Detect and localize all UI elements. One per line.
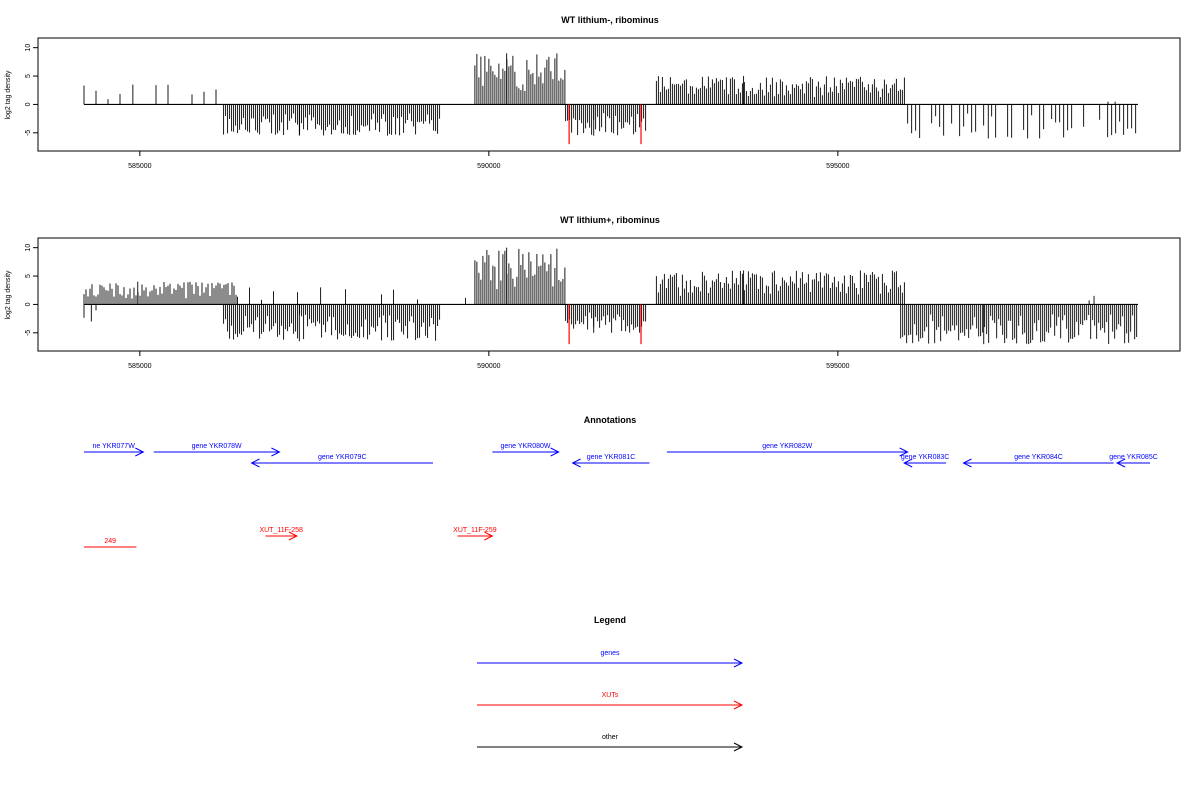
y-axis-label: log2 tag density bbox=[5, 70, 12, 120]
arrowhead-right-icon bbox=[733, 742, 744, 752]
arrowhead-right-icon bbox=[288, 531, 299, 541]
x-tick-label: 585000 bbox=[128, 363, 151, 370]
plot-frame bbox=[37, 237, 1181, 352]
legend-title: Legend bbox=[594, 615, 626, 625]
track-panel-lithium-plus: WT lithium+, ribominus log2 tag density … bbox=[5, 215, 1181, 370]
xut-feature: 249 bbox=[84, 538, 137, 548]
gene-feature: gene YKR079C bbox=[250, 454, 434, 468]
x-tick-label: 590000 bbox=[477, 163, 500, 170]
gene-feature: gene YKR081C bbox=[571, 454, 650, 468]
axes: 10 5 0 -5 585000 590000 595000 bbox=[25, 244, 850, 370]
arrowhead-right-icon bbox=[135, 447, 145, 457]
y-tick-label: -5 bbox=[25, 330, 32, 336]
legend: Legend genes XUTs other bbox=[477, 615, 744, 752]
legend-item: other bbox=[477, 734, 744, 752]
legend-label: other bbox=[602, 734, 619, 741]
gene-feature: ne YKR077W bbox=[84, 443, 145, 457]
arrowhead-left-icon bbox=[250, 458, 260, 468]
gene-label: gene YKR084C bbox=[1014, 454, 1063, 461]
xut-feature: XUT_11F-258 bbox=[259, 527, 303, 541]
plot-frame bbox=[37, 37, 1181, 152]
x-tick-label: 585000 bbox=[128, 163, 151, 170]
y-tick-label: -5 bbox=[25, 130, 32, 136]
y-tick-label: 5 bbox=[25, 74, 32, 78]
gene-feature: gene YKR080W bbox=[492, 443, 560, 457]
track-title: WT lithium+, ribominus bbox=[560, 215, 660, 225]
bar-series bbox=[83, 247, 1138, 345]
y-tick-label: 5 bbox=[25, 274, 32, 278]
track-panel-lithium-minus: WT lithium-, ribominus log2 tag density … bbox=[5, 15, 1181, 170]
y-tick-label: 10 bbox=[25, 244, 32, 252]
bar-series bbox=[83, 53, 1138, 145]
gene-feature: gene YKR085C bbox=[1109, 454, 1158, 468]
y-tick-label: 10 bbox=[25, 44, 32, 52]
arrowhead-left-icon bbox=[903, 458, 913, 468]
legend-item: XUTs bbox=[477, 692, 744, 710]
gene-label: gene YKR080W bbox=[500, 443, 550, 450]
gene-label: gene YKR083C bbox=[901, 454, 950, 461]
legend-label: XUTs bbox=[602, 692, 619, 699]
arrowhead-right-icon bbox=[733, 700, 744, 710]
arrowhead-right-icon bbox=[733, 658, 744, 668]
gene-feature: gene YKR083C bbox=[901, 454, 950, 468]
xut-label: XUT_11F-258 bbox=[259, 527, 303, 534]
xut-feature: XUT_11F-259 bbox=[453, 527, 497, 541]
gene-label: gene YKR081C bbox=[587, 454, 636, 461]
gene-label: gene YKR082W bbox=[762, 443, 812, 450]
arrowhead-right-icon bbox=[271, 447, 281, 457]
gene-feature: gene YKR078W bbox=[153, 443, 281, 457]
annotations-title: Annotations bbox=[584, 415, 637, 425]
arrowhead-left-icon bbox=[1115, 458, 1126, 468]
arrowhead-right-icon bbox=[550, 447, 560, 457]
gene-label: ne YKR077W bbox=[93, 443, 136, 450]
axes: 10 5 0 -5 585000 590000 595000 bbox=[25, 44, 850, 170]
legend-items: genes XUTs other bbox=[477, 650, 744, 752]
gene-feature: gene YKR084C bbox=[962, 454, 1114, 468]
y-axis-label: log2 tag density bbox=[5, 270, 12, 320]
legend-item: genes bbox=[477, 650, 744, 668]
xut-label: 249 bbox=[104, 538, 116, 545]
gene-label: gene YKR079C bbox=[318, 454, 367, 461]
y-tick-label: 0 bbox=[25, 302, 32, 306]
annotation-features: ne YKR077W gene YKR078W gene YKR079C gene Y… bbox=[84, 443, 1158, 548]
gene-label: gene YKR085C bbox=[1109, 454, 1158, 461]
arrowhead-left-icon bbox=[571, 458, 581, 468]
x-tick-label: 595000 bbox=[826, 163, 849, 170]
track-title: WT lithium-, ribominus bbox=[561, 15, 659, 25]
annotations-panel: Annotations ne YKR077W gene YKR078W gene Y… bbox=[84, 415, 1158, 548]
arrowhead-right-icon bbox=[899, 447, 909, 457]
arrowhead-right-icon bbox=[484, 531, 494, 541]
xut-label: XUT_11F-259 bbox=[453, 527, 497, 534]
gene-feature: gene YKR082W bbox=[666, 443, 909, 457]
x-tick-label: 590000 bbox=[477, 363, 500, 370]
y-tick-label: 0 bbox=[25, 102, 32, 106]
x-tick-label: 595000 bbox=[826, 363, 849, 370]
arrowhead-left-icon bbox=[962, 458, 972, 468]
legend-label: genes bbox=[600, 650, 620, 657]
gene-label: gene YKR078W bbox=[192, 443, 242, 450]
